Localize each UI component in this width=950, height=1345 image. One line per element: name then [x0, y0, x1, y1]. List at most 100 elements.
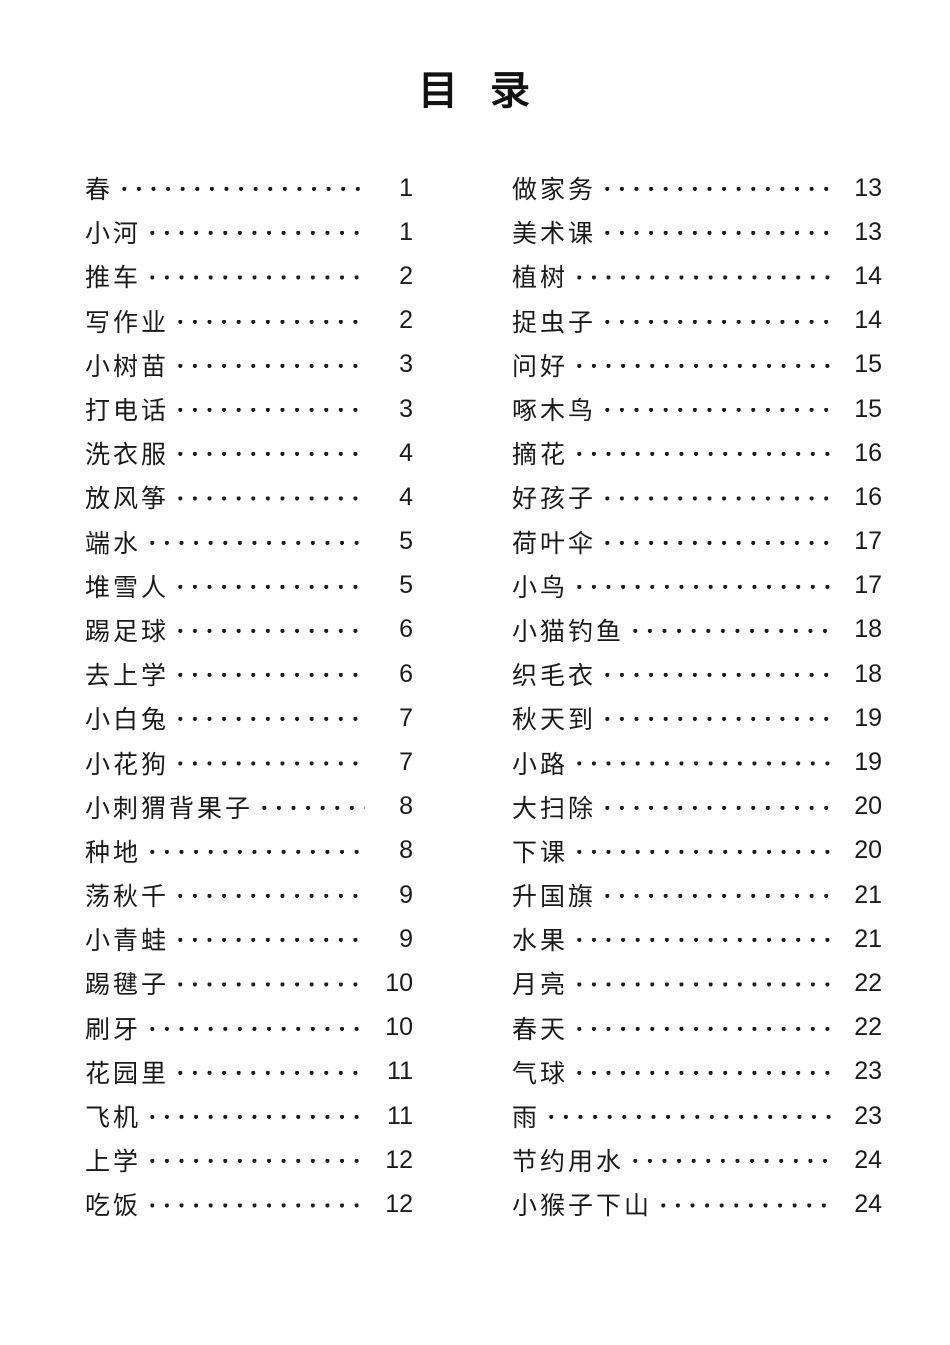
toc-entry-row: 荷叶伞 17 — [512, 519, 882, 564]
toc-entry-row: 植树 14 — [512, 254, 882, 299]
dot-leader — [173, 298, 365, 343]
toc-entry-title: 小青蛙 — [85, 928, 170, 956]
toc-entry-row: 节约用水 24 — [512, 1138, 882, 1183]
dot-leader — [173, 563, 365, 608]
toc-entry-row: 上学 12 — [85, 1138, 413, 1183]
toc-columns: 春 1 小河 1 推车 2 写作业 2 小树苗 3 打电话 3 洗衣服 4 放风… — [0, 166, 950, 1227]
toc-entry-row: 踢足球 6 — [85, 607, 413, 653]
toc-entry-page-number: 2 — [399, 261, 413, 290]
toc-entry-title: 织毛衣 — [512, 663, 597, 691]
toc-entry-row: 小河 1 — [85, 210, 413, 255]
toc-entry-page-number: 22 — [854, 1013, 882, 1042]
dot-leader — [572, 563, 834, 608]
dot-leader — [173, 740, 365, 785]
toc-entry-page-number: 13 — [854, 173, 882, 202]
toc-entry-title: 雨 — [512, 1105, 541, 1133]
toc-entry-page-number: 4 — [399, 482, 413, 511]
toc-entry-page-number: 11 — [387, 1101, 413, 1130]
toc-entry-row: 小猫钓鱼 18 — [512, 607, 882, 653]
dot-leader — [628, 1138, 834, 1183]
toc-entry-row: 小鸟 17 — [512, 563, 882, 608]
toc-entry-title: 小刺猬背果子 — [85, 795, 254, 823]
toc-entry-page-number: 14 — [854, 261, 882, 290]
toc-entry-title: 下课 — [512, 839, 569, 867]
dot-leader — [173, 431, 365, 476]
toc-entry-row: 飞机 11 — [85, 1093, 413, 1139]
toc-entry-row: 去上学 6 — [85, 652, 413, 697]
toc-entry-title: 推车 — [85, 265, 142, 293]
toc-entry-row: 小刺猬背果子 8 — [85, 784, 413, 829]
toc-entry-title: 踢毽子 — [85, 972, 170, 1000]
toc-entry-title: 秋天到 — [512, 707, 597, 735]
toc-entry-page-number: 6 — [399, 615, 413, 644]
toc-entry-title: 荷叶伞 — [512, 530, 597, 558]
toc-entry-title: 啄木鸟 — [512, 398, 597, 426]
toc-entry-row: 大扫除 20 — [512, 784, 882, 829]
toc-entry-row: 下课 20 — [512, 828, 882, 873]
dot-leader — [173, 652, 365, 697]
toc-entry-row: 种地 8 — [85, 828, 413, 873]
toc-entry-title: 踢足球 — [85, 618, 170, 646]
toc-entry-title: 花园里 — [85, 1060, 170, 1088]
toc-entry-page-number: 9 — [399, 924, 413, 953]
dot-leader — [173, 961, 365, 1006]
dot-leader — [600, 652, 834, 697]
dot-leader — [600, 386, 834, 432]
toc-entry-title: 刷牙 — [85, 1016, 142, 1044]
toc-entry-title: 打电话 — [85, 398, 170, 426]
toc-entry-page-number: 5 — [399, 571, 413, 600]
toc-entry-row: 水果 21 — [512, 917, 882, 962]
dot-leader — [173, 696, 365, 741]
dot-leader — [145, 1093, 365, 1139]
dot-leader — [656, 1182, 834, 1227]
toc-entry-title: 节约用水 — [512, 1149, 625, 1177]
dot-leader — [600, 784, 834, 829]
toc-entry-page-number: 24 — [854, 1145, 882, 1174]
toc-entry-page-number: 17 — [854, 571, 882, 600]
dot-leader — [145, 210, 365, 255]
toc-entry-row: 打电话 3 — [85, 386, 413, 432]
toc-entry-row: 小青蛙 9 — [85, 917, 413, 962]
toc-entry-title: 小猴子下山 — [512, 1193, 653, 1221]
toc-entry-title: 捉虫子 — [512, 309, 597, 337]
toc-entry-page-number: 13 — [854, 217, 882, 246]
toc-entry-title: 洗衣服 — [85, 442, 170, 470]
dot-leader — [572, 917, 834, 962]
toc-entry-title: 小鸟 — [512, 574, 569, 602]
dot-leader — [145, 1182, 365, 1227]
toc-entry-page-number: 14 — [854, 306, 882, 335]
toc-entry-title: 端水 — [85, 530, 142, 558]
toc-entry-page-number: 15 — [854, 350, 882, 379]
dot-leader — [600, 166, 834, 211]
toc-entry-page-number: 7 — [399, 748, 413, 777]
toc-entry-title: 气球 — [512, 1060, 569, 1088]
toc-entry-page-number: 24 — [854, 1189, 882, 1218]
toc-entry-page-number: 3 — [399, 350, 413, 379]
toc-entry-page-number: 1 — [399, 173, 413, 202]
toc-entry-row: 端水 5 — [85, 519, 413, 564]
toc-entry-page-number: 18 — [854, 659, 882, 688]
toc-entry-page-number: 7 — [399, 703, 413, 732]
dot-leader — [173, 342, 365, 387]
toc-entry-page-number: 21 — [854, 880, 882, 909]
toc-entry-title: 美术课 — [512, 221, 597, 249]
toc-entry-title: 小路 — [512, 751, 569, 779]
dot-leader — [572, 961, 834, 1006]
toc-entry-page-number: 23 — [854, 1101, 882, 1130]
toc-entry-page-number: 10 — [385, 968, 413, 997]
dot-leader — [572, 1049, 834, 1094]
dot-leader — [628, 607, 834, 653]
dot-leader — [173, 917, 365, 962]
dot-leader — [572, 1005, 834, 1050]
toc-entry-page-number: 21 — [854, 924, 882, 953]
dot-leader — [600, 210, 834, 255]
toc-entry-page-number: 19 — [854, 703, 882, 732]
toc-entry-row: 升国旗 21 — [512, 873, 882, 918]
toc-entry-row: 小白兔 7 — [85, 696, 413, 741]
toc-entry-page-number: 8 — [399, 792, 413, 821]
toc-entry-row: 堆雪人 5 — [85, 563, 413, 608]
toc-entry-row: 春天 22 — [512, 1005, 882, 1050]
toc-entry-page-number: 22 — [854, 968, 882, 997]
toc-entry-title: 小树苗 — [85, 353, 170, 381]
toc-entry-page-number: 1 — [399, 217, 413, 246]
